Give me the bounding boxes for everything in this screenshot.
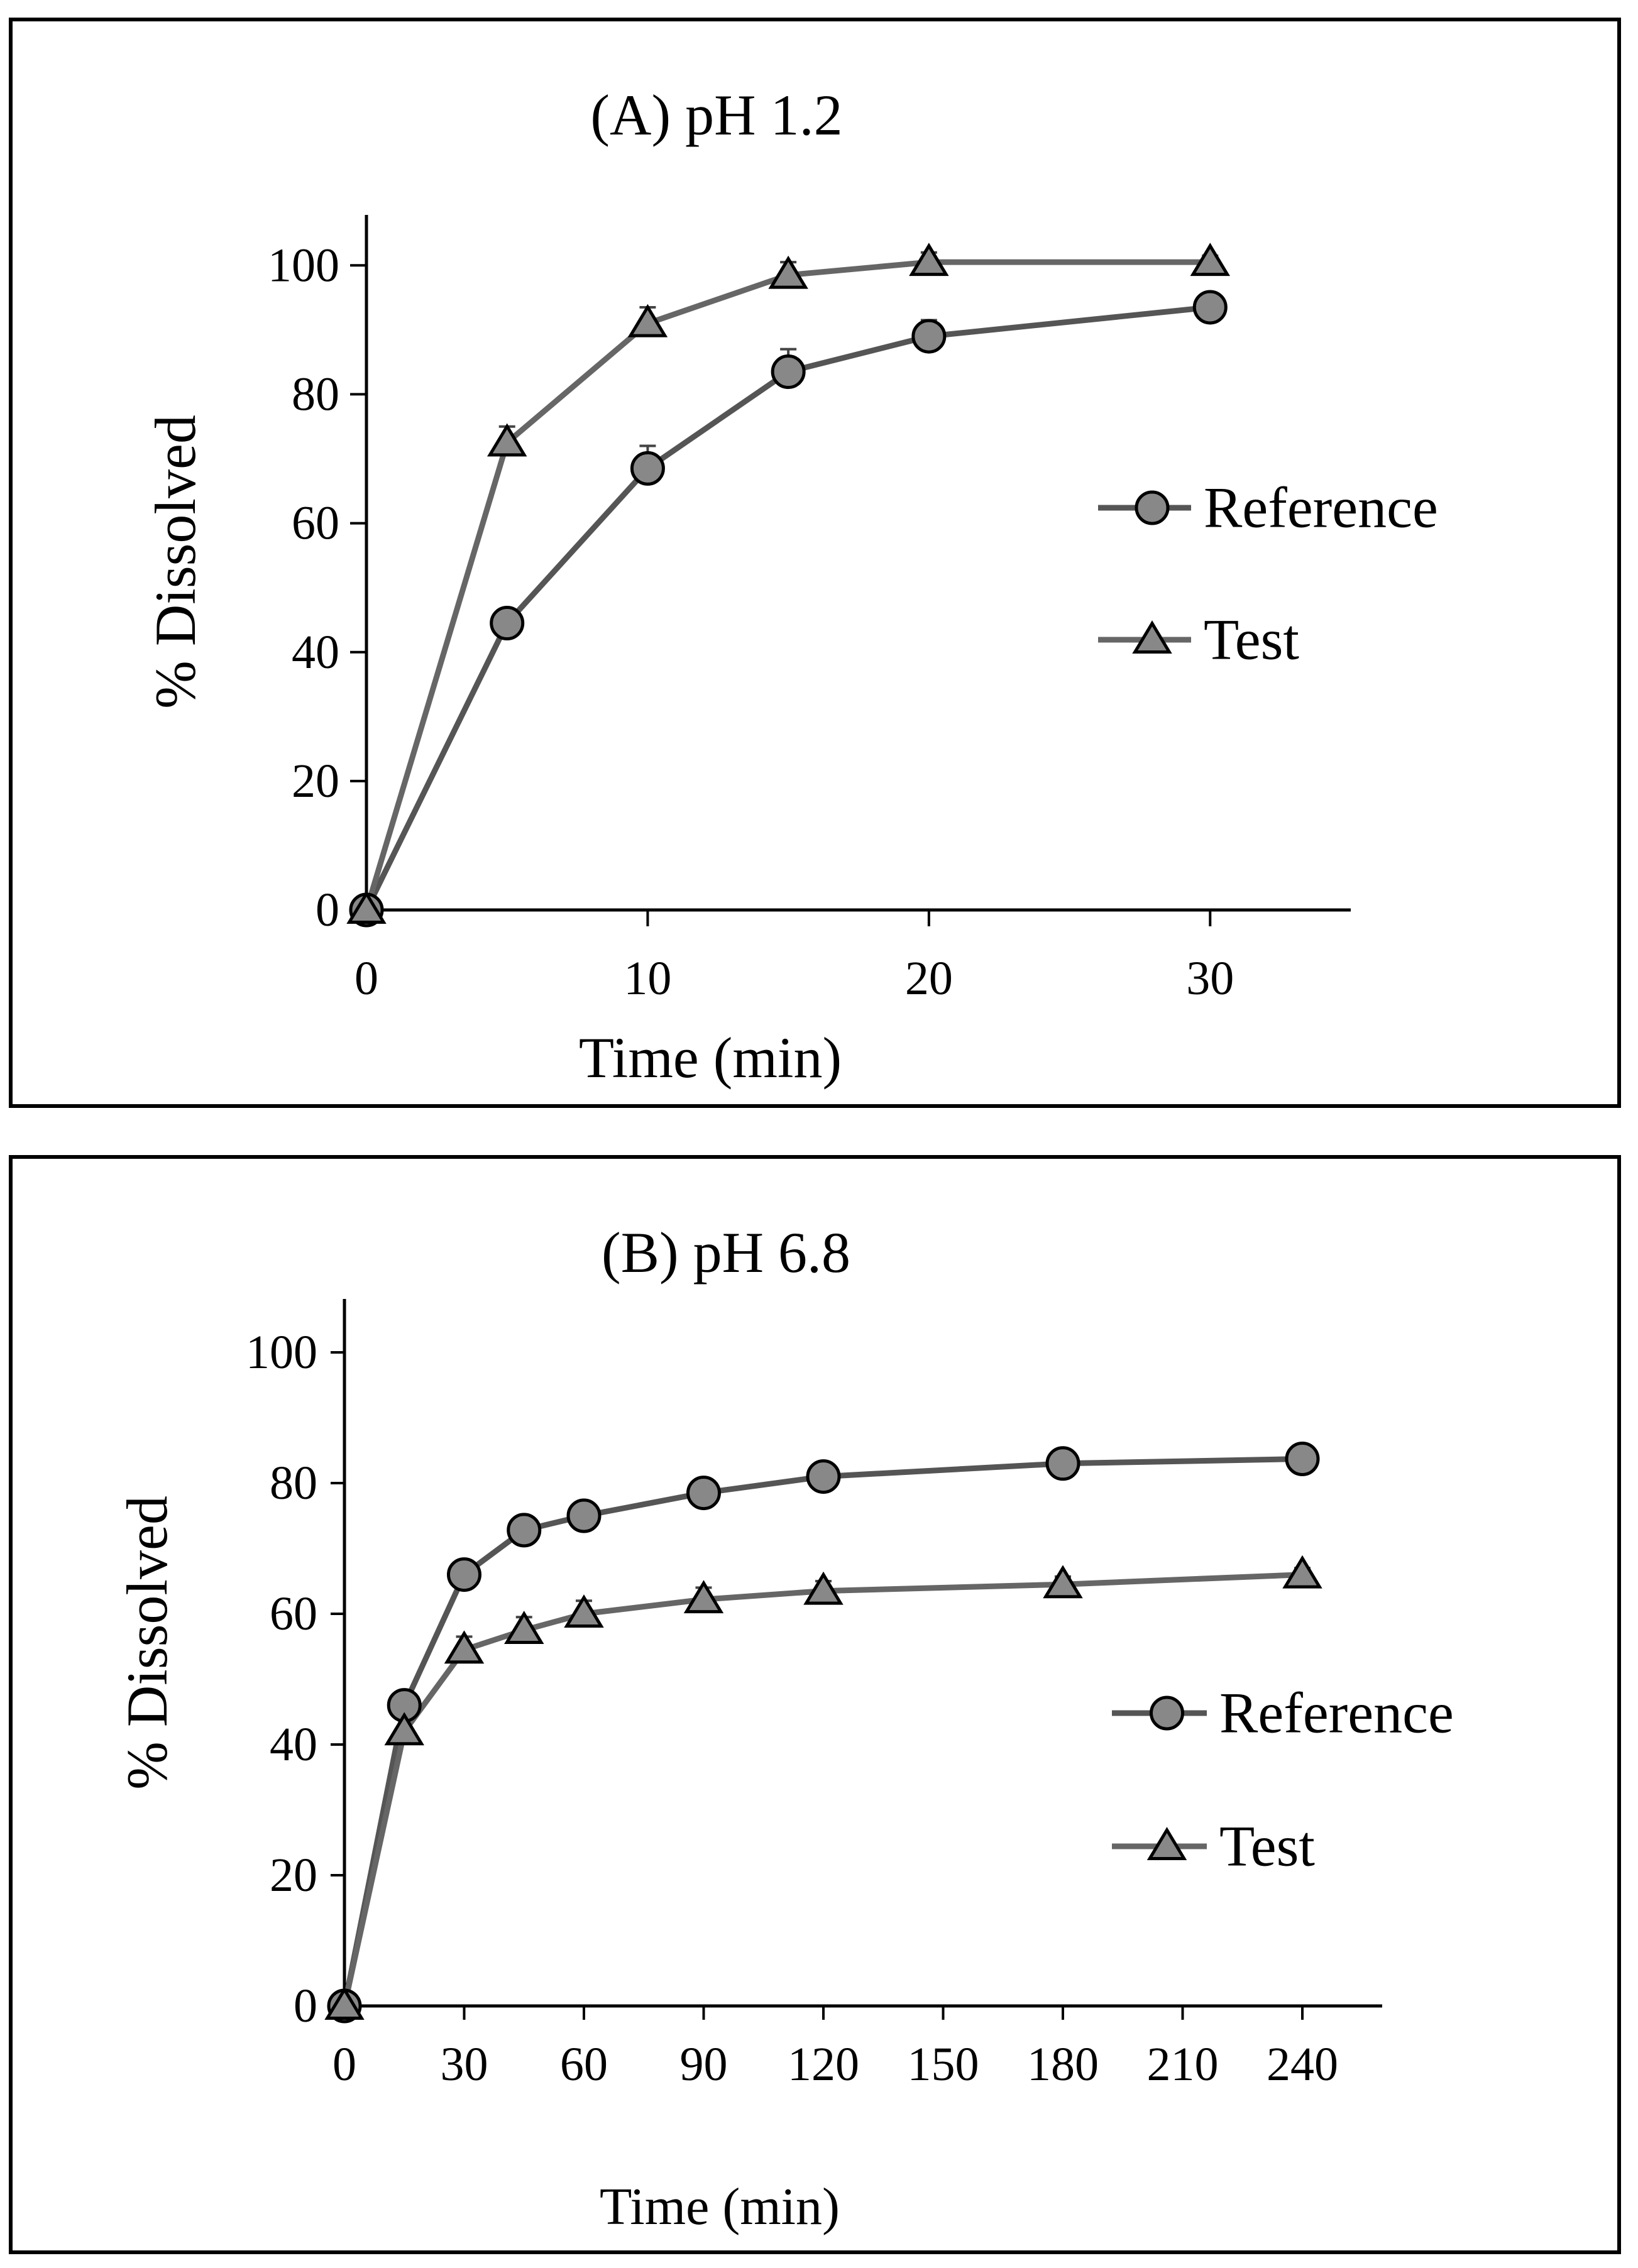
x-tick-label: 180 bbox=[1027, 2038, 1099, 2091]
chart-title: (B) pH 6.8 bbox=[602, 1220, 850, 1285]
reference-series-line bbox=[341, 1456, 1303, 2007]
y-axis-label: % Dissolved bbox=[143, 415, 207, 709]
x-tick-label: 20 bbox=[905, 952, 953, 1005]
x-tick-label: 240 bbox=[1267, 2038, 1338, 2091]
x-axis-label: Time (min) bbox=[600, 2178, 840, 2236]
test-point bbox=[768, 255, 808, 289]
legend: Reference Test bbox=[1112, 1680, 1454, 1878]
chart-title: (A) pH 1.2 bbox=[590, 83, 842, 147]
x-tick-label: 150 bbox=[908, 2038, 979, 2091]
test-point bbox=[683, 1580, 724, 1614]
y-tick-label: 100 bbox=[268, 239, 339, 292]
markers-group bbox=[324, 1442, 1322, 2024]
legend-test-marker bbox=[1132, 620, 1172, 654]
legend-reference-marker bbox=[1150, 1696, 1184, 1731]
x-tick-label: 90 bbox=[680, 2038, 728, 2091]
y-tick-label: 60 bbox=[270, 1587, 317, 1640]
reference-point bbox=[806, 1459, 841, 1494]
test-point bbox=[444, 1630, 485, 1664]
series-lines-group bbox=[363, 259, 1211, 911]
y-tick-label: 80 bbox=[292, 368, 339, 421]
chart-panel-b: (B) pH 6.8 0 20 40 60 80 100 0 30 60 90 120 150 180 2… bbox=[9, 1155, 1621, 2254]
test-point bbox=[1282, 1555, 1322, 1589]
axes-group: 0 20 40 60 80 100 0 10 20 30 bbox=[268, 215, 1351, 1005]
x-tick-label: 210 bbox=[1147, 2038, 1219, 2091]
test-series-line bbox=[341, 1572, 1303, 2007]
test-point bbox=[504, 1611, 544, 1644]
axes-group: 0 20 40 60 80 100 0 30 60 90 120 150 180 210 240 bbox=[246, 1299, 1382, 2091]
legend-reference-label: Reference bbox=[1204, 475, 1438, 539]
series-lines-group bbox=[341, 1456, 1303, 2007]
y-tick-label: 0 bbox=[294, 1980, 317, 2032]
chart-b-svg: (B) pH 6.8 0 20 40 60 80 100 0 30 60 90 120 150 180 2… bbox=[115, 1220, 1454, 2236]
reference-point bbox=[507, 1513, 542, 1548]
reference-point bbox=[490, 606, 525, 641]
markers-group bbox=[346, 243, 1231, 928]
reference-point bbox=[566, 1498, 602, 1533]
legend-reference-label: Reference bbox=[1219, 1680, 1454, 1745]
legend-reference-marker bbox=[1135, 490, 1170, 525]
reference-point bbox=[447, 1557, 481, 1592]
test-point bbox=[1190, 243, 1231, 277]
y-tick-label: 20 bbox=[292, 755, 339, 808]
x-tick-label: 60 bbox=[560, 2038, 608, 2091]
legend-test-label: Test bbox=[1219, 1814, 1315, 1878]
x-tick-label: 120 bbox=[788, 2038, 859, 2091]
test-point bbox=[803, 1571, 844, 1605]
y-tick-label: 0 bbox=[316, 884, 339, 936]
reference-point bbox=[771, 354, 806, 390]
reference-series-line bbox=[363, 304, 1211, 911]
y-tick-label: 20 bbox=[270, 1849, 317, 1902]
reference-point bbox=[1192, 290, 1228, 325]
reference-point bbox=[686, 1476, 721, 1511]
test-point bbox=[346, 890, 387, 924]
y-tick-label: 40 bbox=[270, 1718, 317, 1771]
test-point bbox=[324, 1986, 365, 2020]
x-tick-label: 0 bbox=[333, 2038, 356, 2091]
x-axis-label: Time (min) bbox=[579, 1026, 842, 1090]
y-tick-label: 60 bbox=[292, 497, 339, 550]
test-point bbox=[1043, 1565, 1083, 1599]
legend-test-marker bbox=[1146, 1827, 1187, 1860]
y-tick-label: 100 bbox=[246, 1326, 317, 1379]
test-point bbox=[564, 1594, 604, 1628]
test-point bbox=[384, 1712, 424, 1746]
reference-point bbox=[1045, 1446, 1080, 1481]
x-tick-label: 10 bbox=[624, 952, 671, 1005]
test-point bbox=[486, 423, 527, 457]
reference-point bbox=[911, 319, 947, 354]
test-series-line bbox=[363, 259, 1211, 911]
x-tick-label: 0 bbox=[355, 952, 378, 1005]
chart-panel-a: (A) pH 1.2 0 20 40 60 80 100 0 10 20 30 Reference… bbox=[9, 18, 1621, 1108]
x-tick-label: 30 bbox=[441, 2038, 488, 2091]
reference-point bbox=[630, 451, 665, 486]
y-axis-label: % Dissolved bbox=[115, 1496, 179, 1790]
y-tick-label: 40 bbox=[292, 626, 339, 679]
legend-test-label: Test bbox=[1204, 607, 1299, 671]
chart-a-svg: (A) pH 1.2 0 20 40 60 80 100 0 10 20 30 Reference… bbox=[143, 83, 1438, 1090]
x-tick-label: 30 bbox=[1186, 952, 1234, 1005]
y-tick-label: 80 bbox=[270, 1457, 317, 1509]
reference-point bbox=[1285, 1442, 1320, 1477]
test-point bbox=[627, 304, 668, 337]
legend: Reference Test bbox=[1098, 475, 1438, 671]
test-point bbox=[909, 243, 949, 277]
